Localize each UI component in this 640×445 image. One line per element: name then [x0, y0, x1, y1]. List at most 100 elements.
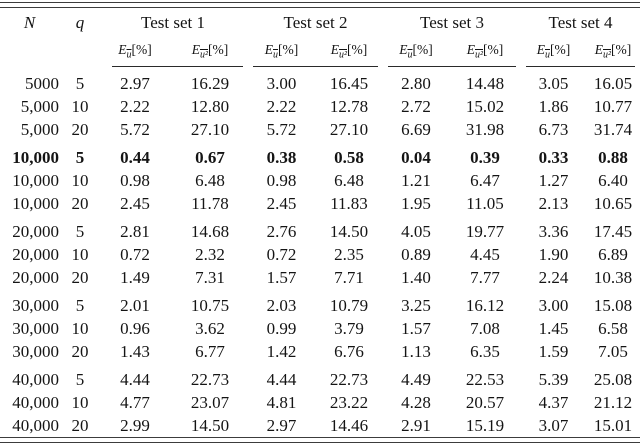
cell-value: 3.25	[401, 296, 431, 315]
cell-value: 12.80	[190, 97, 230, 116]
metric-subscript: u	[126, 49, 132, 61]
cell-value: 1.42	[266, 342, 297, 361]
cell-n: 30,000	[12, 319, 59, 338]
metric-subscript: u²	[475, 49, 483, 61]
cell-value: 0.33	[538, 148, 569, 167]
cell-value: 1.95	[401, 194, 431, 213]
cell-value: 3.05	[538, 74, 569, 93]
cell-value: 1.45	[538, 319, 569, 338]
cmidrule-test-set-2	[253, 66, 378, 67]
cell-value: 2.45	[266, 194, 297, 213]
cell-value: 0.72	[266, 245, 297, 264]
cell-value: 6.89	[598, 245, 628, 264]
cell-value: 2.97	[120, 74, 150, 93]
metric-subscript: u²	[339, 49, 347, 61]
table-row: 40,000 10 4.77 23.07 4.81 23.22 4.28 20.57 4.37 2…	[0, 391, 640, 414]
col-header-test-set-3: Test set 3	[420, 13, 484, 32]
cell-value: 2.72	[401, 97, 431, 116]
cell-q: 5	[75, 148, 85, 167]
col-header-metric-eu-2: Eu[%]	[248, 38, 315, 64]
cell-value: 2.22	[120, 97, 150, 116]
rule-cell	[521, 64, 640, 72]
cell-value: 4.49	[401, 370, 431, 389]
metric-symbol: E	[191, 41, 200, 57]
cell-value: 0.72	[120, 245, 150, 264]
metric-symbol: E	[536, 41, 545, 57]
metric-unit: [%]	[131, 41, 152, 57]
cell-n: 40,000	[12, 370, 59, 389]
col-header-test-set-1: Test set 1	[141, 13, 205, 32]
table-row: 40,000 5 4.44 22.73 4.44 22.73 4.49 22.53 5.39 25…	[0, 363, 640, 391]
cell-value: 10.79	[329, 296, 369, 315]
cell-n: 30,000	[12, 296, 59, 315]
cell-value: 27.10	[329, 120, 369, 139]
table-row: 30,000 10 0.96 3.62 0.99 3.79 1.57 7.08 1.45 6.58	[0, 317, 640, 340]
cell-value: 10.77	[593, 97, 633, 116]
cell-value: 15.08	[593, 296, 633, 315]
metric-unit: [%]	[412, 41, 433, 57]
table-row: 20,000 10 0.72 2.32 0.72 2.35 0.89 4.45 1.90 6.89	[0, 243, 640, 266]
header-row: N q Test set 1 Test set 2 Test set 3 Tes…	[0, 8, 640, 38]
cell-value: 10.38	[593, 268, 633, 287]
cell-value: 1.40	[401, 268, 431, 287]
cell-q: 5	[75, 222, 85, 241]
cell-value: 6.77	[195, 342, 225, 361]
cell-value: 14.50	[329, 222, 369, 241]
col-header-metric-eu-3: Eu[%]	[383, 38, 449, 64]
cell-value: 2.91	[401, 416, 431, 435]
rule-cell	[383, 64, 521, 72]
cell-value: 14.68	[190, 222, 230, 241]
cell-value: 10.75	[190, 296, 230, 315]
cell-value: 2.99	[120, 416, 150, 435]
cell-n: 20,000	[12, 268, 59, 287]
cell-value: 14.50	[190, 416, 230, 435]
cell-value: 5.72	[120, 120, 150, 139]
cell-q: 5	[75, 296, 85, 315]
cell-value: 11.05	[466, 194, 504, 213]
cell-value: 1.43	[120, 342, 150, 361]
cell-value: 4.77	[120, 393, 150, 412]
cell-value: 4.44	[266, 370, 297, 389]
cell-value: 15.01	[593, 416, 633, 435]
rule-cell	[248, 64, 383, 72]
cell-q: 10	[71, 319, 89, 338]
cell-value: 25.08	[593, 370, 633, 389]
metric-unit: [%]	[208, 41, 229, 57]
metric-symbol: E	[118, 41, 127, 57]
cell-value: 0.38	[266, 148, 297, 167]
table-row: 10,000 5 0.44 0.67 0.38 0.58 0.04 0.39 0.33 0.88	[0, 141, 640, 169]
cell-value: 0.44	[120, 148, 150, 167]
cell-value: 1.21	[401, 171, 431, 190]
cell-value: 31.74	[593, 120, 633, 139]
cell-value: 23.22	[329, 393, 369, 412]
metric-unit: [%]	[483, 41, 504, 57]
cell-q: 5	[75, 74, 85, 93]
subheader-rule-row	[0, 64, 640, 72]
cell-q: 20	[71, 120, 89, 139]
cell-value: 7.31	[195, 268, 225, 287]
metric-unit: [%]	[550, 41, 571, 57]
col-header-metric-eu2-1: Eu²[%]	[172, 38, 248, 64]
cell-value: 6.76	[334, 342, 364, 361]
top-double-rule	[0, 2, 640, 8]
metric-symbol: E	[466, 41, 475, 57]
cell-value: 11.78	[191, 194, 229, 213]
cell-value: 0.96	[120, 319, 150, 338]
cmidrule-test-set-3	[388, 66, 516, 67]
cell-value: 4.44	[120, 370, 150, 389]
cell-value: 2.81	[120, 222, 150, 241]
table-row: 10,000 10 0.98 6.48 0.98 6.48 1.21 6.47 1.27 6.40	[0, 169, 640, 192]
empty-cell	[62, 38, 98, 64]
cell-value: 6.40	[598, 171, 628, 190]
metric-subscript: u²	[200, 49, 208, 61]
cell-value: 6.58	[598, 319, 628, 338]
cell-value: 31.98	[465, 120, 505, 139]
cmidrule-test-set-4	[526, 66, 635, 67]
cell-n: 30,000	[12, 342, 59, 361]
cell-value: 22.73	[329, 370, 369, 389]
cell-value: 15.19	[465, 416, 505, 435]
cell-n: 10,000	[12, 171, 59, 190]
cell-value: 0.98	[266, 171, 297, 190]
col-header-test-set-4: Test set 4	[548, 13, 613, 32]
